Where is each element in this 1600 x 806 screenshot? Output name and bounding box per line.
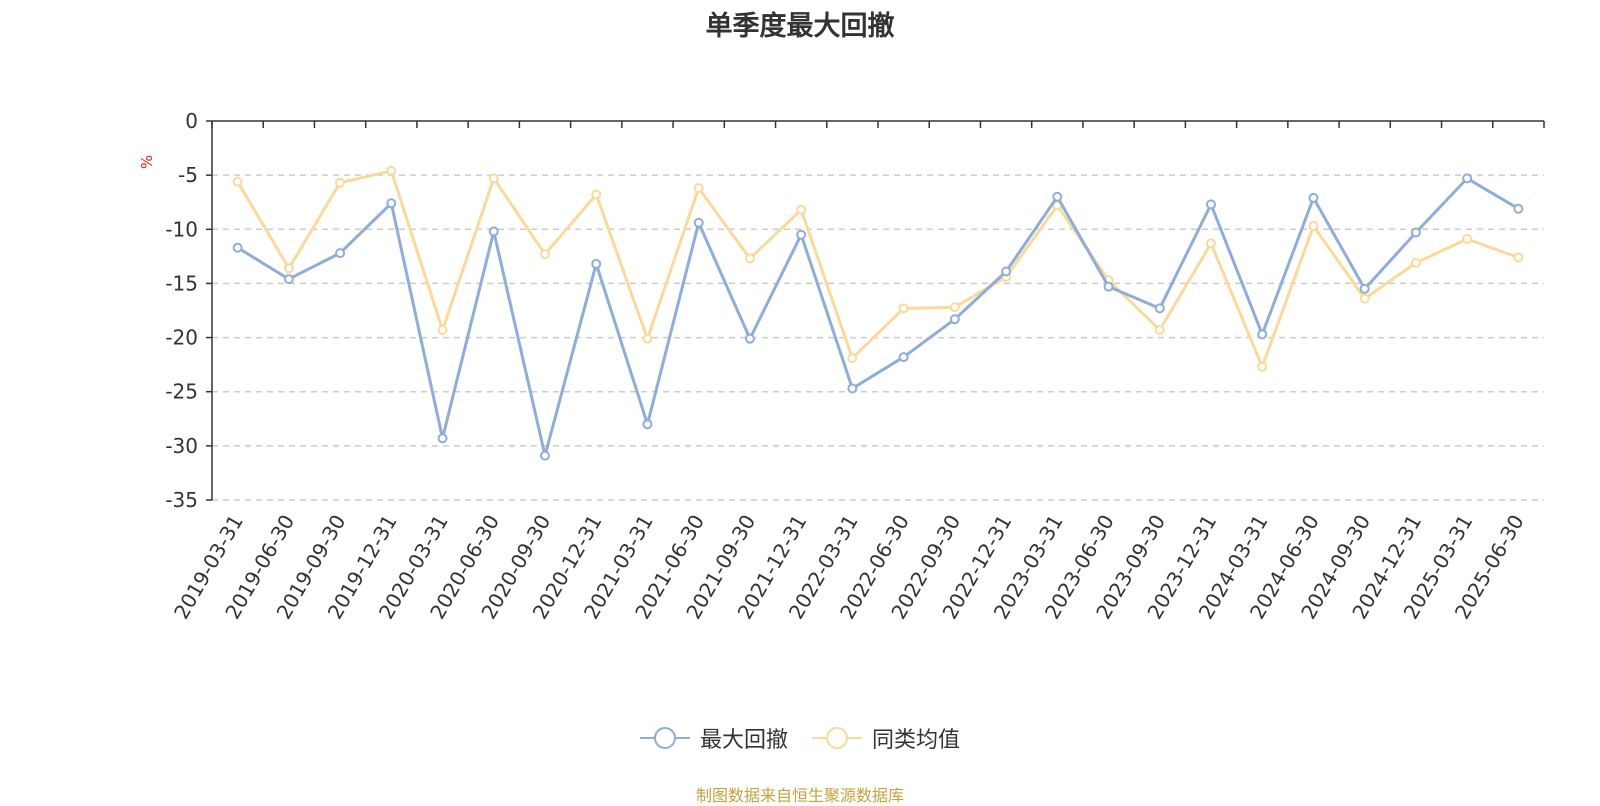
- y-tick-label: -35: [165, 488, 198, 512]
- legend-label: 最大回撤: [699, 728, 788, 753]
- data-point: [335, 177, 346, 188]
- data-point: [1513, 252, 1524, 263]
- data-point: [283, 263, 294, 274]
- data-point: [1410, 257, 1421, 268]
- data-point: [693, 183, 704, 194]
- data-point: [693, 217, 704, 228]
- data-point: [437, 433, 448, 444]
- data-point: [1257, 361, 1268, 372]
- series-1: [232, 165, 1524, 372]
- data-point: [1103, 281, 1114, 292]
- data-point: [1462, 234, 1473, 245]
- y-tick-label: -15: [165, 271, 198, 295]
- series-0: [232, 173, 1524, 461]
- data-point: [796, 204, 807, 215]
- y-tick-label: -20: [165, 326, 198, 350]
- data-point: [847, 383, 858, 394]
- data-point: [1206, 199, 1216, 210]
- data-point: [437, 324, 448, 335]
- data-point: [591, 258, 602, 269]
- data-point: [898, 352, 909, 363]
- legend-marker-icon: [639, 727, 690, 749]
- grid-lines: [212, 174, 1544, 501]
- y-tick-label: -25: [165, 380, 198, 404]
- data-point: [1206, 238, 1216, 249]
- data-point: [386, 198, 397, 209]
- y-tick-label: -30: [165, 434, 198, 458]
- data-point: [1359, 283, 1370, 294]
- data-point: [744, 253, 755, 264]
- data-point: [847, 353, 858, 364]
- data-point: [1513, 203, 1524, 214]
- data-point: [1154, 303, 1165, 314]
- legend-label: 同类均值: [872, 728, 961, 753]
- data-point: [1308, 221, 1319, 232]
- series-line: [236, 176, 1520, 458]
- data-point: [744, 333, 755, 344]
- axes: [206, 120, 1545, 501]
- legend-item-peer-average[interactable]: 同类均值: [812, 722, 960, 754]
- data-point: [1154, 324, 1165, 335]
- data-point: [591, 189, 602, 200]
- y-tick-label: -10: [165, 217, 198, 241]
- data-point: [898, 303, 909, 314]
- data-point: [488, 173, 499, 184]
- series-line: [236, 169, 1519, 369]
- legend-marker-icon: [812, 727, 862, 749]
- data-source-note: 制图数据来自恒生聚源数据库: [695, 786, 904, 805]
- data-point: [796, 229, 807, 240]
- data-point: [949, 302, 960, 313]
- data-point: [1308, 192, 1319, 203]
- y-axis-label: %: [138, 155, 156, 169]
- data-point: [232, 176, 243, 187]
- data-point: [1462, 173, 1473, 184]
- series-group: [232, 165, 1524, 461]
- data-point: [1052, 191, 1063, 202]
- data-point: [488, 226, 499, 237]
- legend-item-max-drawdown[interactable]: 最大回撤: [639, 722, 788, 754]
- data-point: [1410, 227, 1421, 238]
- data-point: [642, 333, 653, 344]
- y-tick-label: -5: [178, 163, 198, 187]
- x-tick-labels: 2019-03-312019-06-302019-09-302019-12-31…: [169, 511, 1529, 624]
- data-point: [540, 450, 550, 461]
- data-point: [232, 242, 243, 253]
- data-point: [386, 165, 397, 176]
- chart-title: 单季度最大回撤: [705, 11, 895, 42]
- y-tick-labels: 0 -5 -10 -15 -20 -25 -30 -35: [165, 109, 198, 512]
- data-point: [1001, 266, 1012, 277]
- y-tick-label: 0: [185, 109, 198, 133]
- data-point: [283, 274, 294, 285]
- data-point: [1257, 329, 1268, 340]
- data-point: [540, 249, 550, 260]
- line-chart: % 0 -5 -10 -15 -20 -25 -30 -35 2019-03-312019-0…: [138, 109, 1545, 624]
- data-point: [949, 314, 960, 325]
- data-point: [642, 419, 653, 430]
- data-point: [335, 248, 346, 259]
- data-point: [1359, 293, 1370, 304]
- legend: 最大回撤 同类均值: [0, 722, 1600, 754]
